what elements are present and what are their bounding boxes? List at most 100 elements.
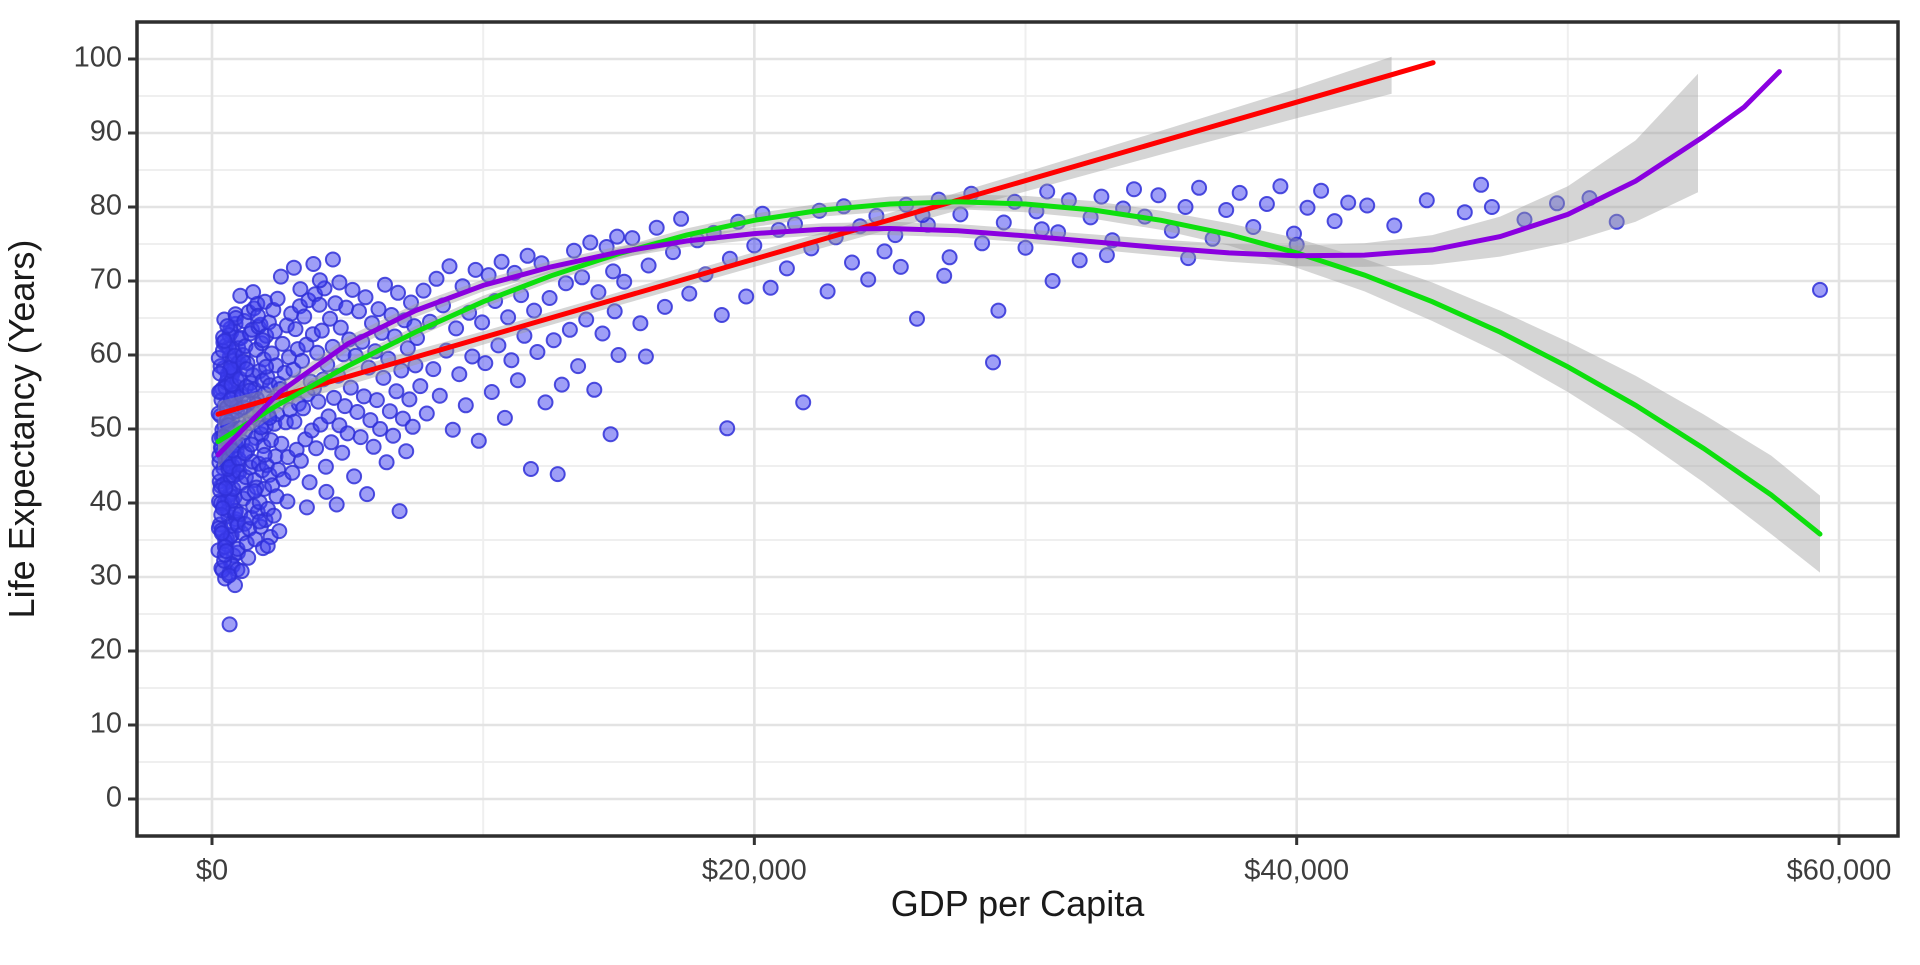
- data-point: [351, 303, 367, 320]
- data-point: [795, 394, 812, 411]
- data-point: [509, 372, 526, 389]
- data-point: [566, 242, 582, 259]
- data-point: [368, 392, 385, 409]
- data-point: [602, 426, 619, 443]
- data-point: [243, 436, 260, 453]
- data-point: [269, 290, 286, 307]
- data-point: [391, 503, 408, 520]
- data-point: [1340, 194, 1357, 211]
- data-point: [286, 413, 303, 430]
- data-point: [582, 234, 599, 251]
- data-point: [909, 310, 925, 327]
- data-point: [503, 352, 520, 369]
- confidence-bands: [218, 56, 1820, 573]
- data-point: [295, 400, 312, 417]
- data-point: [305, 256, 322, 272]
- axis-tick-marks: [128, 57, 1841, 845]
- data-point: [334, 444, 351, 461]
- data-point: [375, 369, 392, 386]
- data-point: [326, 389, 342, 406]
- data-point: [259, 537, 276, 554]
- data-point: [258, 358, 275, 375]
- data-point: [404, 418, 421, 435]
- y-tick-label: 30: [90, 560, 122, 592]
- data-point: [339, 425, 356, 442]
- data-point: [493, 253, 510, 270]
- data-point: [1093, 188, 1110, 205]
- data-point: [541, 290, 558, 306]
- data-point: [952, 206, 969, 223]
- data-point: [1418, 192, 1435, 209]
- data-point: [273, 435, 290, 452]
- data-point: [355, 388, 372, 405]
- y-tick-label: 10: [90, 708, 122, 740]
- data-point: [470, 432, 487, 449]
- data-point: [490, 337, 507, 354]
- data-point: [483, 384, 500, 400]
- x-tick-label: $0: [196, 855, 228, 887]
- data-point: [390, 284, 406, 301]
- data-point: [549, 466, 566, 483]
- data-point: [1549, 195, 1565, 212]
- data-point: [246, 483, 263, 500]
- data-point: [1608, 213, 1625, 230]
- data-point: [331, 274, 348, 291]
- data-point: [298, 499, 315, 516]
- data-point: [388, 383, 405, 400]
- data-point: [403, 294, 419, 311]
- data-point: [250, 307, 266, 324]
- data-point: [292, 452, 309, 469]
- data-point: [372, 421, 389, 437]
- data-point: [594, 325, 611, 342]
- data-point: [995, 214, 1012, 231]
- data-point: [574, 269, 591, 286]
- data-point: [561, 321, 578, 338]
- data-point: [500, 309, 517, 326]
- data-point: [441, 258, 458, 275]
- data-point: [238, 361, 255, 378]
- data-point: [217, 480, 234, 497]
- data-point: [311, 272, 328, 289]
- data-point: [553, 376, 570, 393]
- data-point: [474, 314, 491, 331]
- data-point: [616, 273, 633, 290]
- data-point: [318, 483, 335, 500]
- data-point: [1456, 204, 1473, 221]
- data-point: [606, 303, 623, 320]
- x-tick-label: $20,000: [702, 855, 807, 887]
- data-point: [557, 275, 574, 292]
- data-point: [1071, 252, 1088, 269]
- data-point: [892, 258, 909, 275]
- data-point: [762, 279, 779, 296]
- data-point: [219, 318, 236, 335]
- y-tick-label: 80: [90, 190, 122, 222]
- data-point: [378, 454, 395, 471]
- data-point: [245, 284, 262, 301]
- data-point: [637, 348, 654, 365]
- data-point: [610, 347, 627, 363]
- quadratic-fit-line: [215, 199, 1823, 537]
- data-point: [819, 283, 836, 300]
- x-tick-label: $60,000: [1787, 855, 1892, 887]
- data-point: [332, 319, 349, 336]
- y-tick-label: 70: [90, 264, 122, 296]
- data-point: [844, 254, 860, 271]
- data-point: [1299, 199, 1316, 216]
- data-point: [1313, 182, 1330, 199]
- data-point: [308, 440, 325, 457]
- data-point: [359, 486, 376, 503]
- data-point: [1177, 199, 1194, 215]
- confidence-band-quadratic-fit: [218, 194, 1820, 573]
- data-point: [516, 327, 533, 344]
- data-point: [301, 474, 318, 491]
- data-point: [529, 344, 546, 360]
- data-point: [272, 268, 289, 285]
- data-point: [1272, 178, 1289, 195]
- data-point: [240, 549, 257, 566]
- data-point: [624, 230, 641, 247]
- data-point: [233, 563, 250, 580]
- x-axis-title: GDP per Capita: [891, 883, 1145, 924]
- data-point: [214, 500, 231, 517]
- data-point: [713, 307, 730, 323]
- data-point: [323, 434, 340, 451]
